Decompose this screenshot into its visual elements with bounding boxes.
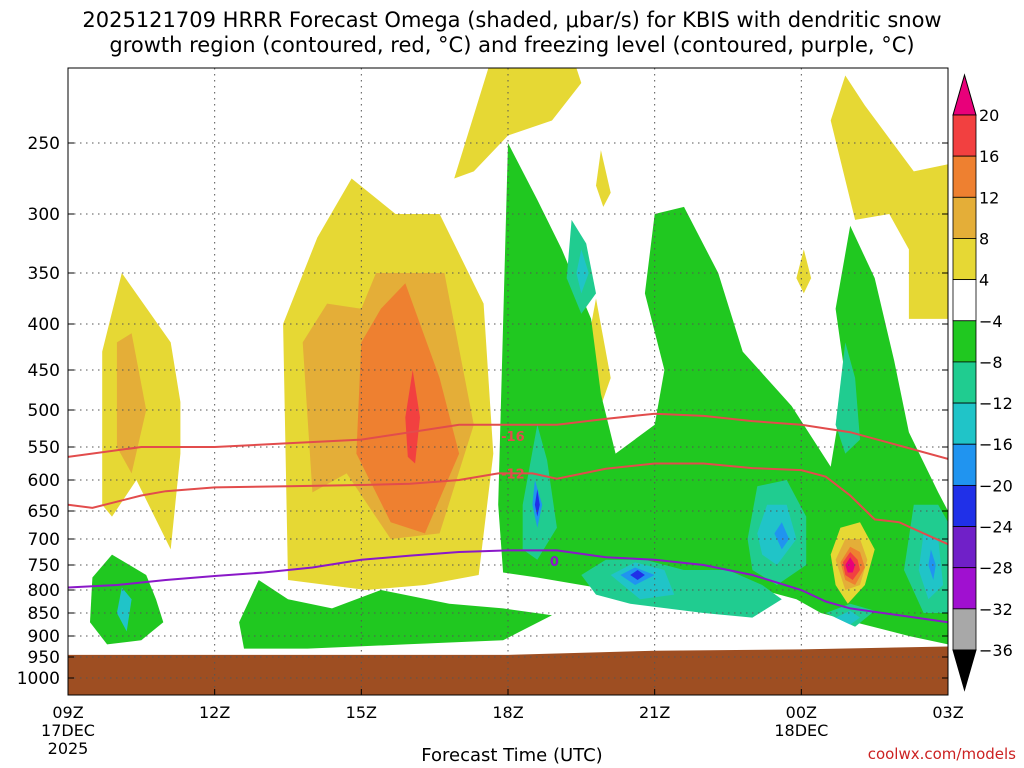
- colorbar-label-5: −4: [979, 312, 1003, 331]
- colorbar-label-9: −20: [979, 476, 1013, 495]
- chart-title: 2025121709 HRRR Forecast Omega (shaded, …: [0, 8, 1024, 58]
- xtick-label-00Z: 00Z: [786, 703, 817, 722]
- ytick-label-350: 350: [28, 264, 60, 284]
- colorbar-label-10: −24: [979, 518, 1013, 537]
- colorbar-label-13: −36: [979, 641, 1013, 660]
- ytick-label-450: 450: [28, 361, 60, 381]
- ytick-label-800: 800: [28, 581, 60, 601]
- omega-region-1: [116, 333, 147, 474]
- xtick-label-03Z: 03Z: [932, 703, 963, 722]
- colorbar-bin-7: [952, 361, 977, 404]
- omega-region-38: [845, 557, 856, 573]
- colorbar-label-4: 4: [979, 271, 989, 290]
- xtick-date-09Z: 17DEC: [41, 721, 95, 740]
- omega-shading: [90, 68, 948, 649]
- ytick-label-400: 400: [28, 315, 60, 335]
- omega-region-7: [586, 298, 611, 406]
- contour-label-freezing-level-0: 0: [550, 555, 559, 570]
- ytick-label-900: 900: [28, 627, 60, 647]
- colorbar-bin-10: [952, 484, 977, 527]
- xtick-label-15Z: 15Z: [346, 703, 377, 722]
- title-line-2: growth region (contoured, red, °C) and f…: [109, 33, 915, 57]
- contour-dgz-minus16: [68, 412, 948, 460]
- xtick-label-18Z: 18Z: [492, 703, 523, 722]
- ytick-label-600: 600: [28, 471, 60, 491]
- omega-region-11: [796, 249, 812, 294]
- omega-region-5: [405, 370, 420, 464]
- contour-label-dgz-minus12: -12: [501, 467, 525, 482]
- colorbar-bottom-arrow: [952, 649, 977, 692]
- colorbar-bin-2: [952, 155, 977, 198]
- credit-text: coolwx.com/models: [867, 745, 1016, 763]
- omega-region-29: [835, 610, 860, 625]
- xtick-label-09Z: 09Z: [52, 703, 83, 722]
- omega-region-14: [239, 580, 552, 649]
- omega-region-18: [534, 489, 540, 517]
- colorbar-bin-4: [952, 238, 977, 281]
- colorbar: 20 16 12 8 4 −4 −8 −12 −16 −20 −24 −28 −32 −36: [952, 73, 1013, 692]
- omega-region-8: [596, 150, 611, 207]
- ytick-label-700: 700: [28, 530, 60, 550]
- omega-region-10: [830, 75, 948, 319]
- ytick-label-550: 550: [28, 438, 60, 458]
- omega-region-6: [454, 68, 582, 179]
- colorbar-label-0: 20: [979, 106, 999, 125]
- omega-region-15: [498, 143, 948, 645]
- contour-dgz-minus12: [68, 462, 948, 546]
- omega-region-20: [576, 249, 589, 294]
- colorbar-bin-3: [952, 196, 977, 239]
- omega-region-16: [522, 424, 557, 560]
- x-axis-title: Forecast Time (UTC): [421, 745, 603, 766]
- colorbar-label-11: −28: [979, 559, 1013, 578]
- colorbar-bin-12: [952, 567, 977, 610]
- colorbar-top-arrow: [952, 73, 977, 116]
- colorbar-bin-1: [952, 114, 977, 157]
- colorbar-bin-9: [952, 443, 977, 486]
- temperature-contours: -16 -12 0: [68, 412, 948, 624]
- colorbar-label-2: 12: [979, 188, 999, 207]
- ytick-label-1000: 1000: [17, 669, 60, 689]
- xtick-label-12Z: 12Z: [199, 703, 230, 722]
- colorbar-label-7: −12: [979, 394, 1013, 413]
- colorbar-label-8: −16: [979, 435, 1013, 454]
- terrain-layer: [68, 646, 948, 695]
- colorbar-label-6: −8: [979, 353, 1003, 372]
- contour-label-dgz-minus16: -16: [501, 430, 525, 445]
- contour-freezing-level-0: [68, 549, 948, 624]
- ytick-label-950: 950: [28, 648, 60, 668]
- ytick-label-250: 250: [28, 134, 60, 154]
- omega-region-13: [116, 587, 132, 632]
- omega-region-33: [835, 342, 860, 454]
- colorbar-bin-11: [952, 526, 977, 569]
- ytick-label-500: 500: [28, 401, 60, 421]
- ytick-label-300: 300: [28, 205, 60, 225]
- colorbar-bin-8: [952, 402, 977, 445]
- ytick-label-750: 750: [28, 556, 60, 576]
- ytick-label-850: 850: [28, 604, 60, 624]
- xtick-date-00Z: 18DEC: [774, 721, 828, 740]
- title-line-1: 2025121709 HRRR Forecast Omega (shaded, …: [82, 8, 942, 32]
- omega-region-27: [774, 522, 790, 550]
- colorbar-label-1: 16: [979, 147, 999, 166]
- colorbar-label-3: 8: [979, 229, 989, 248]
- y-axis-ticks: 250 300 350 400 450 500 550 600 650 700 750 800 850 9…: [17, 134, 948, 689]
- colorbar-bin-6: [952, 320, 977, 363]
- colorbar-bin-5: [952, 279, 977, 322]
- colorbar-label-12: −32: [979, 600, 1013, 619]
- xtick-label-21Z: 21Z: [639, 703, 670, 722]
- colorbar-bin-13: [952, 608, 977, 651]
- ytick-label-650: 650: [28, 502, 60, 522]
- terrain: [68, 646, 948, 695]
- omega-region-24: [630, 570, 645, 580]
- xtick-year-09Z: 2025: [48, 739, 89, 758]
